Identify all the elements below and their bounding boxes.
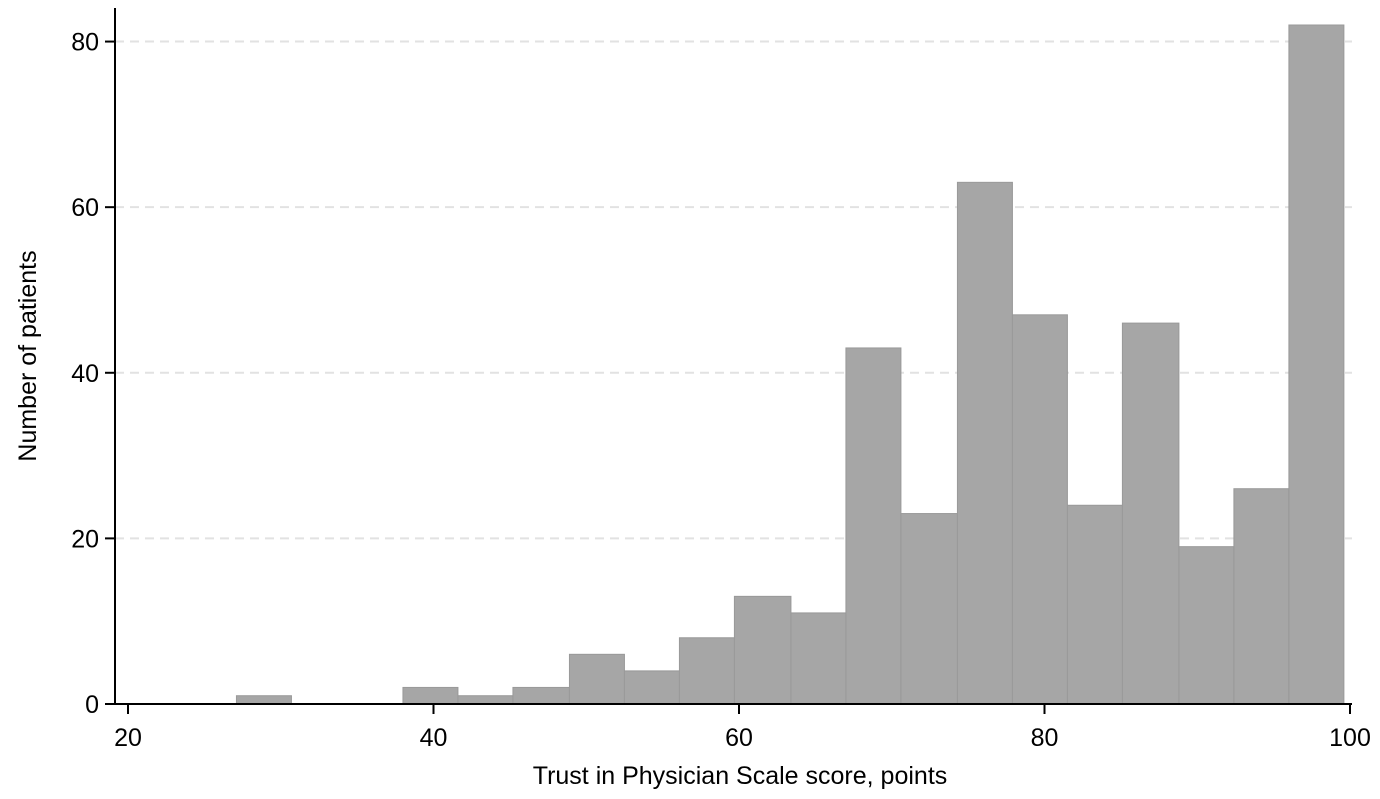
- x-tick-label-20: 20: [114, 724, 142, 752]
- bar-15: [1066, 504, 1123, 705]
- bar-13: [956, 181, 1013, 705]
- y-tick-label-40: 40: [71, 360, 99, 388]
- bar-8: [678, 637, 735, 705]
- bar-17: [1178, 546, 1235, 705]
- bar-11: [845, 347, 902, 705]
- bar-10: [790, 612, 847, 705]
- x-tick-label-100: 100: [1329, 724, 1371, 752]
- bar-0: [235, 695, 292, 705]
- bar-18: [1233, 488, 1290, 705]
- gridlines: [115, 40, 1352, 540]
- ticks: 0 20 40 60 80 20 40 60 80 100: [71, 29, 1371, 752]
- y-tick-label-0: 0: [85, 691, 99, 719]
- bar-14: [1011, 314, 1068, 705]
- y-tick-label-20: 20: [71, 525, 99, 553]
- bar-12: [900, 513, 958, 705]
- x-tick-label-80: 80: [1031, 724, 1059, 752]
- bar-16: [1121, 322, 1180, 705]
- x-tick-label-40: 40: [420, 724, 448, 752]
- bar-6: [568, 653, 625, 705]
- bar-7: [623, 670, 680, 705]
- bars: [235, 24, 1345, 705]
- y-tick-label-80: 80: [71, 29, 99, 57]
- bar-5: [512, 686, 570, 705]
- bar-3: [402, 686, 459, 705]
- axes: [114, 8, 1352, 705]
- y-axis-title: Number of patients: [14, 250, 42, 461]
- x-axis-title: Trust in Physician Scale score, points: [533, 762, 948, 790]
- x-tick-label-60: 60: [725, 724, 753, 752]
- bar-9: [733, 595, 792, 705]
- y-tick-label-60: 60: [71, 194, 99, 222]
- bar-4: [457, 695, 514, 705]
- bar-19: [1288, 24, 1345, 705]
